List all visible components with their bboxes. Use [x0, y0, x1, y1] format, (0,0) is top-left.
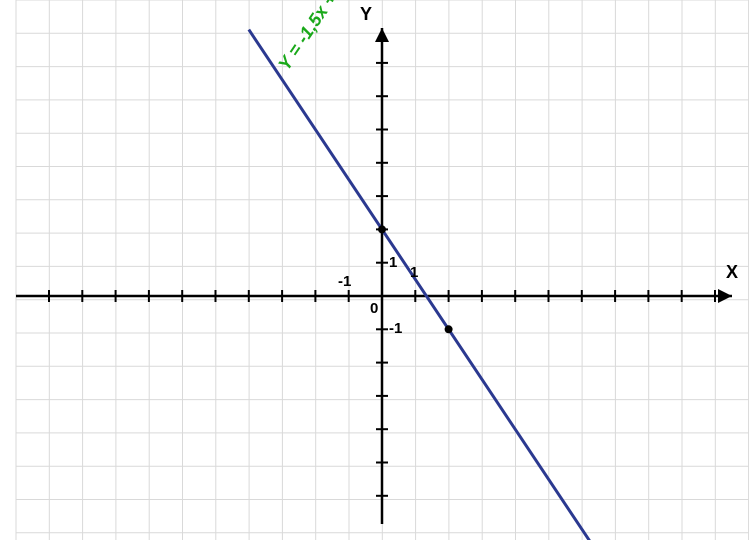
tick-x-plus1: 1: [410, 264, 418, 281]
tick-origin: 0: [370, 300, 378, 317]
y-axis-label: Y: [360, 4, 372, 25]
chart-svg: [0, 0, 749, 540]
line-chart: Y X 0 1 -1 1 -1 Y = -1,5x + 2: [0, 0, 749, 540]
tick-y-plus1: 1: [389, 254, 397, 271]
tick-x-minus1: -1: [338, 273, 351, 290]
x-axis-label: X: [726, 262, 738, 283]
tick-y-minus1: -1: [389, 320, 402, 337]
